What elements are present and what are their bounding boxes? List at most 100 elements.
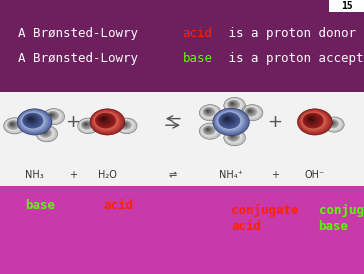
Circle shape: [40, 128, 52, 137]
Circle shape: [204, 126, 214, 134]
Circle shape: [213, 109, 248, 135]
Circle shape: [331, 122, 333, 124]
Circle shape: [43, 131, 47, 133]
Circle shape: [83, 122, 89, 127]
Circle shape: [228, 100, 239, 109]
Circle shape: [223, 116, 232, 122]
Circle shape: [206, 128, 210, 131]
Circle shape: [118, 119, 134, 131]
Circle shape: [95, 113, 116, 129]
Circle shape: [84, 122, 88, 126]
Circle shape: [331, 122, 333, 124]
Circle shape: [7, 121, 19, 129]
Circle shape: [99, 116, 110, 124]
Circle shape: [201, 124, 218, 137]
Text: ⇌: ⇌: [169, 170, 177, 180]
Circle shape: [203, 126, 214, 135]
Circle shape: [48, 112, 56, 118]
Circle shape: [231, 102, 234, 105]
Circle shape: [23, 113, 43, 128]
Circle shape: [46, 111, 59, 121]
Circle shape: [329, 121, 336, 126]
Circle shape: [224, 130, 245, 146]
Circle shape: [204, 108, 214, 115]
Circle shape: [48, 113, 55, 118]
Circle shape: [229, 133, 238, 140]
Circle shape: [242, 105, 262, 120]
Circle shape: [213, 109, 249, 135]
Circle shape: [5, 119, 22, 132]
Circle shape: [203, 107, 215, 116]
Circle shape: [329, 121, 336, 126]
Circle shape: [328, 120, 337, 127]
Circle shape: [100, 116, 108, 123]
Circle shape: [225, 130, 244, 144]
Circle shape: [328, 120, 338, 128]
Circle shape: [246, 109, 254, 115]
Circle shape: [43, 131, 46, 133]
Circle shape: [245, 107, 257, 116]
Circle shape: [328, 120, 337, 127]
Circle shape: [6, 119, 21, 131]
Circle shape: [39, 128, 52, 138]
Circle shape: [220, 114, 237, 126]
Circle shape: [207, 129, 208, 130]
Circle shape: [203, 107, 215, 116]
Circle shape: [118, 120, 133, 131]
Circle shape: [206, 109, 210, 113]
Circle shape: [205, 109, 211, 114]
Circle shape: [305, 115, 320, 125]
Circle shape: [225, 98, 244, 113]
Circle shape: [247, 109, 253, 114]
Text: base: base: [25, 199, 55, 212]
Circle shape: [11, 123, 13, 125]
Circle shape: [79, 119, 97, 133]
Circle shape: [218, 112, 241, 130]
Circle shape: [23, 113, 42, 127]
Circle shape: [298, 109, 331, 134]
Text: +: +: [69, 170, 77, 180]
Circle shape: [11, 123, 13, 125]
Circle shape: [225, 131, 243, 144]
Circle shape: [205, 109, 212, 114]
Circle shape: [326, 119, 341, 130]
Circle shape: [201, 106, 218, 119]
Circle shape: [123, 123, 125, 125]
Text: OH⁻: OH⁻: [305, 170, 325, 180]
Circle shape: [5, 118, 24, 133]
Circle shape: [325, 118, 342, 130]
Circle shape: [220, 113, 238, 127]
Circle shape: [200, 124, 220, 139]
Circle shape: [201, 124, 218, 137]
Circle shape: [224, 117, 230, 121]
Circle shape: [91, 110, 123, 133]
Circle shape: [121, 122, 129, 128]
Circle shape: [39, 128, 52, 138]
Circle shape: [83, 122, 90, 127]
Circle shape: [224, 98, 245, 113]
Circle shape: [326, 118, 341, 130]
Circle shape: [306, 116, 317, 124]
Circle shape: [228, 133, 238, 140]
Circle shape: [225, 130, 244, 145]
Circle shape: [206, 110, 210, 112]
Circle shape: [24, 114, 40, 126]
Circle shape: [97, 114, 113, 126]
Circle shape: [301, 112, 326, 131]
Circle shape: [308, 116, 315, 122]
Circle shape: [25, 115, 40, 125]
Circle shape: [217, 111, 243, 130]
Circle shape: [228, 100, 240, 109]
Circle shape: [78, 118, 98, 133]
Circle shape: [219, 113, 240, 129]
Text: A Brønsted-Lowry: A Brønsted-Lowry: [18, 52, 146, 65]
Circle shape: [49, 113, 54, 117]
Circle shape: [10, 122, 15, 126]
Circle shape: [116, 118, 137, 134]
Circle shape: [43, 109, 64, 124]
Circle shape: [330, 121, 334, 125]
Circle shape: [98, 115, 111, 125]
Circle shape: [102, 118, 105, 120]
Circle shape: [228, 133, 239, 141]
Circle shape: [218, 112, 240, 129]
